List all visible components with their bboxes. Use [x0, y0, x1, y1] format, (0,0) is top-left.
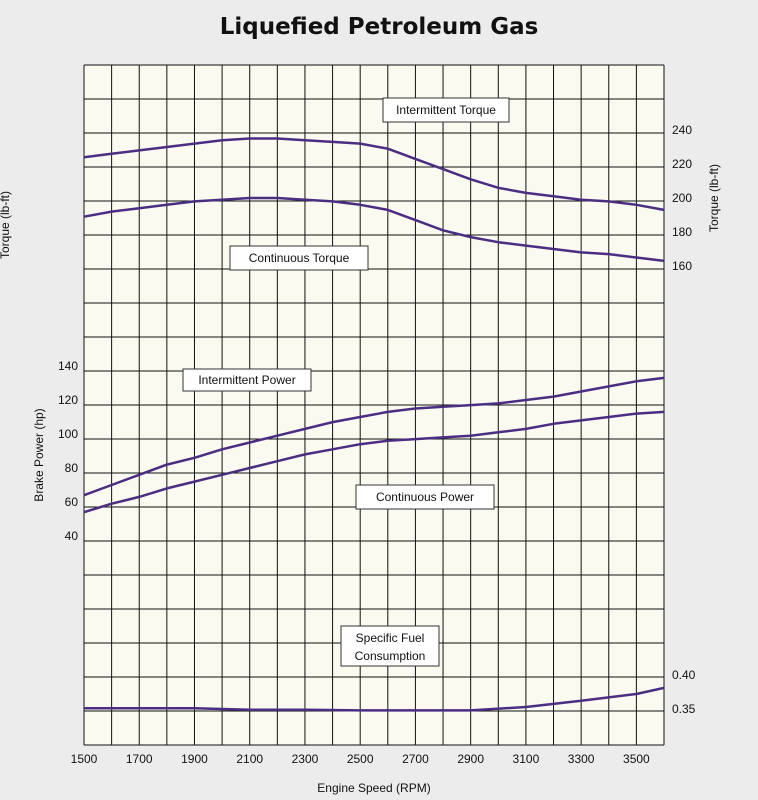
power-tick-label: 40 — [65, 529, 79, 543]
torque-tick-label: 220 — [672, 157, 692, 171]
power-tick-label: 140 — [58, 359, 78, 373]
power-tick-label: 80 — [65, 461, 79, 475]
x-axis-label: Engine Speed (RPM) — [317, 781, 430, 795]
torque-tick-label: 160 — [672, 259, 692, 273]
series-line-intermittent-torque — [83, 137, 665, 212]
x-tick-label: 3500 — [623, 752, 650, 766]
x-tick-label: 1900 — [181, 752, 208, 766]
series-line-continuous-torque — [83, 196, 665, 263]
label-box-intermittent-torque: Intermittent Torque — [382, 97, 510, 123]
series-lines — [83, 137, 665, 712]
torque-tick-label: 240 — [672, 123, 692, 137]
right-torque-axis-label: Torque (lb-ft) — [707, 164, 721, 232]
label-box-continuous-torque: Continuous Torque — [229, 245, 369, 271]
left-torque-axis-label: Torque (lb-ft) — [0, 191, 12, 259]
x-tick-label: 2700 — [402, 752, 429, 766]
torque-tick-label: 200 — [672, 191, 692, 205]
sfc-tick-label: 0.35 — [672, 702, 696, 716]
x-tick-label: 1500 — [71, 752, 98, 766]
left-power-axis-label: Brake Power (hp) — [32, 408, 46, 501]
x-tick-label: 2900 — [457, 752, 484, 766]
x-tick-label: 2500 — [347, 752, 374, 766]
power-tick-label: 60 — [65, 495, 79, 509]
series-line-intermittent-power — [83, 376, 665, 497]
x-tick-label: 3100 — [513, 752, 540, 766]
x-tick-label: 1700 — [126, 752, 153, 766]
continuous-power-label: Continuous Power — [376, 490, 474, 504]
sfc-label-line1: Specific Fuel — [356, 631, 425, 645]
x-tick-label: 3300 — [568, 752, 595, 766]
x-tick-label: 2300 — [292, 752, 319, 766]
label-box-intermittent-power: Intermittent Power — [182, 368, 312, 392]
label-box-continuous-power: Continuous Power — [355, 484, 495, 510]
power-tick-label: 120 — [58, 393, 78, 407]
power-tick-label: 100 — [58, 427, 78, 441]
sfc-label-line2: Consumption — [355, 649, 426, 663]
sfc-tick-label: 0.40 — [672, 668, 696, 682]
intermittent-power-label: Intermittent Power — [198, 373, 295, 387]
chart-title: Liquefied Petroleum Gas — [219, 14, 539, 40]
label-box-specific-fuel-consumption: Specific Fuel Consumption — [340, 625, 440, 667]
torque-tick-label: 180 — [672, 225, 692, 239]
continuous-torque-label: Continuous Torque — [249, 251, 350, 265]
tick-labels: 1500 1700 1900 2100 2300 2500 2700 2900 3100 3300… — [58, 123, 696, 766]
intermittent-torque-label: Intermittent Torque — [396, 103, 496, 117]
x-tick-label: 2100 — [236, 752, 263, 766]
series-line-continuous-power — [83, 410, 665, 514]
series-line-specific-fuel-consumption — [84, 686, 665, 712]
